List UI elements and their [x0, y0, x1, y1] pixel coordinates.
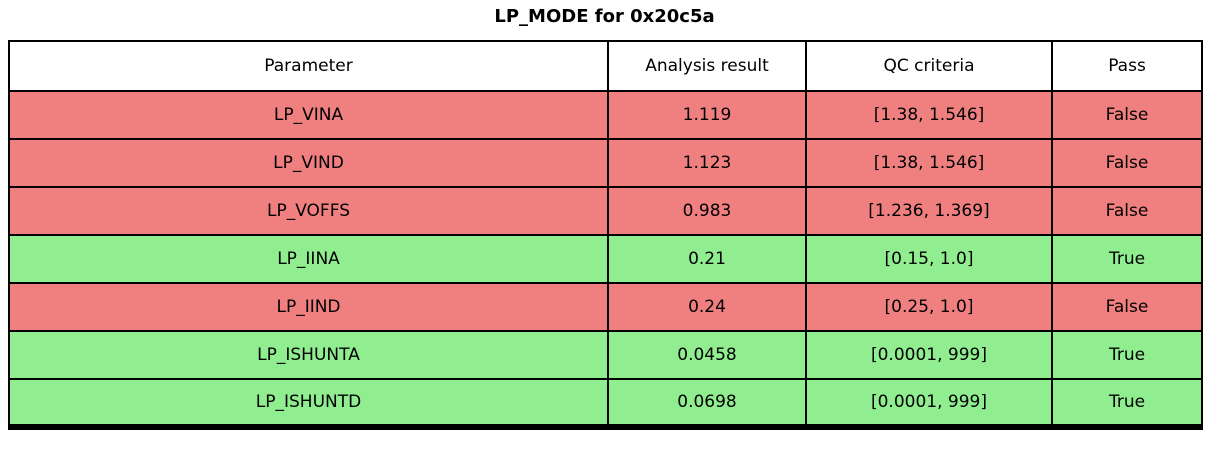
parameter-cell: LP_ISHUNTA — [8, 330, 609, 380]
table-row: LP_IIND 0.24 [0.25, 1.0] False — [8, 282, 1203, 332]
pass-cell: True — [1051, 234, 1203, 284]
pass-cell: True — [1051, 330, 1203, 380]
qc-results-table: Parameter Analysis result QC criteria Pa… — [8, 40, 1203, 430]
pass-cell: False — [1051, 90, 1203, 140]
pass-cell: False — [1051, 282, 1203, 332]
table-row: LP_ISHUNTA 0.0458 [0.0001, 999] True — [8, 330, 1203, 380]
analysis-result-cell: 0.24 — [607, 282, 807, 332]
column-header-parameter: Parameter — [8, 40, 609, 92]
pass-cell: False — [1051, 138, 1203, 188]
analysis-result-cell: 0.0458 — [607, 330, 807, 380]
table-body: LP_VINA 1.119 [1.38, 1.546] False LP_VIND 1.1… — [8, 90, 1203, 428]
qc-criteria-cell: [1.38, 1.546] — [805, 90, 1053, 140]
qc-criteria-cell: [0.0001, 999] — [805, 378, 1053, 428]
analysis-result-cell: 0.983 — [607, 186, 807, 236]
chart-title: LP_MODE for 0x20c5a — [494, 6, 715, 27]
analysis-result-cell: 1.123 — [607, 138, 807, 188]
column-header-analysis-result: Analysis result — [607, 40, 807, 92]
table-row: LP_VIND 1.123 [1.38, 1.546] False — [8, 138, 1203, 188]
table-row: LP_VINA 1.119 [1.38, 1.546] False — [8, 90, 1203, 140]
analysis-result-cell: 1.119 — [607, 90, 807, 140]
analysis-result-cell: 0.0698 — [607, 378, 807, 428]
qc-criteria-cell: [1.38, 1.546] — [805, 138, 1053, 188]
qc-criteria-cell: [0.0001, 999] — [805, 330, 1053, 380]
parameter-cell: LP_VOFFS — [8, 186, 609, 236]
column-header-qc-criteria: QC criteria — [805, 40, 1053, 92]
table-header: Parameter Analysis result QC criteria Pa… — [8, 40, 1203, 92]
pass-cell: False — [1051, 186, 1203, 236]
parameter-cell: LP_ISHUNTD — [8, 378, 609, 428]
table-row: LP_VOFFS 0.983 [1.236, 1.369] False — [8, 186, 1203, 236]
parameter-cell: LP_IINA — [8, 234, 609, 284]
table-row: LP_IINA 0.21 [0.15, 1.0] True — [8, 234, 1203, 284]
qc-criteria-cell: [0.15, 1.0] — [805, 234, 1053, 284]
header-row: Parameter Analysis result QC criteria Pa… — [8, 40, 1203, 92]
parameter-cell: LP_IIND — [8, 282, 609, 332]
table-row: LP_ISHUNTD 0.0698 [0.0001, 999] True — [8, 378, 1203, 428]
parameter-cell: LP_VINA — [8, 90, 609, 140]
analysis-result-cell: 0.21 — [607, 234, 807, 284]
qc-criteria-cell: [0.25, 1.0] — [805, 282, 1053, 332]
parameter-cell: LP_VIND — [8, 138, 609, 188]
column-header-pass: Pass — [1051, 40, 1203, 92]
qc-criteria-cell: [1.236, 1.369] — [805, 186, 1053, 236]
pass-cell: True — [1051, 378, 1203, 428]
